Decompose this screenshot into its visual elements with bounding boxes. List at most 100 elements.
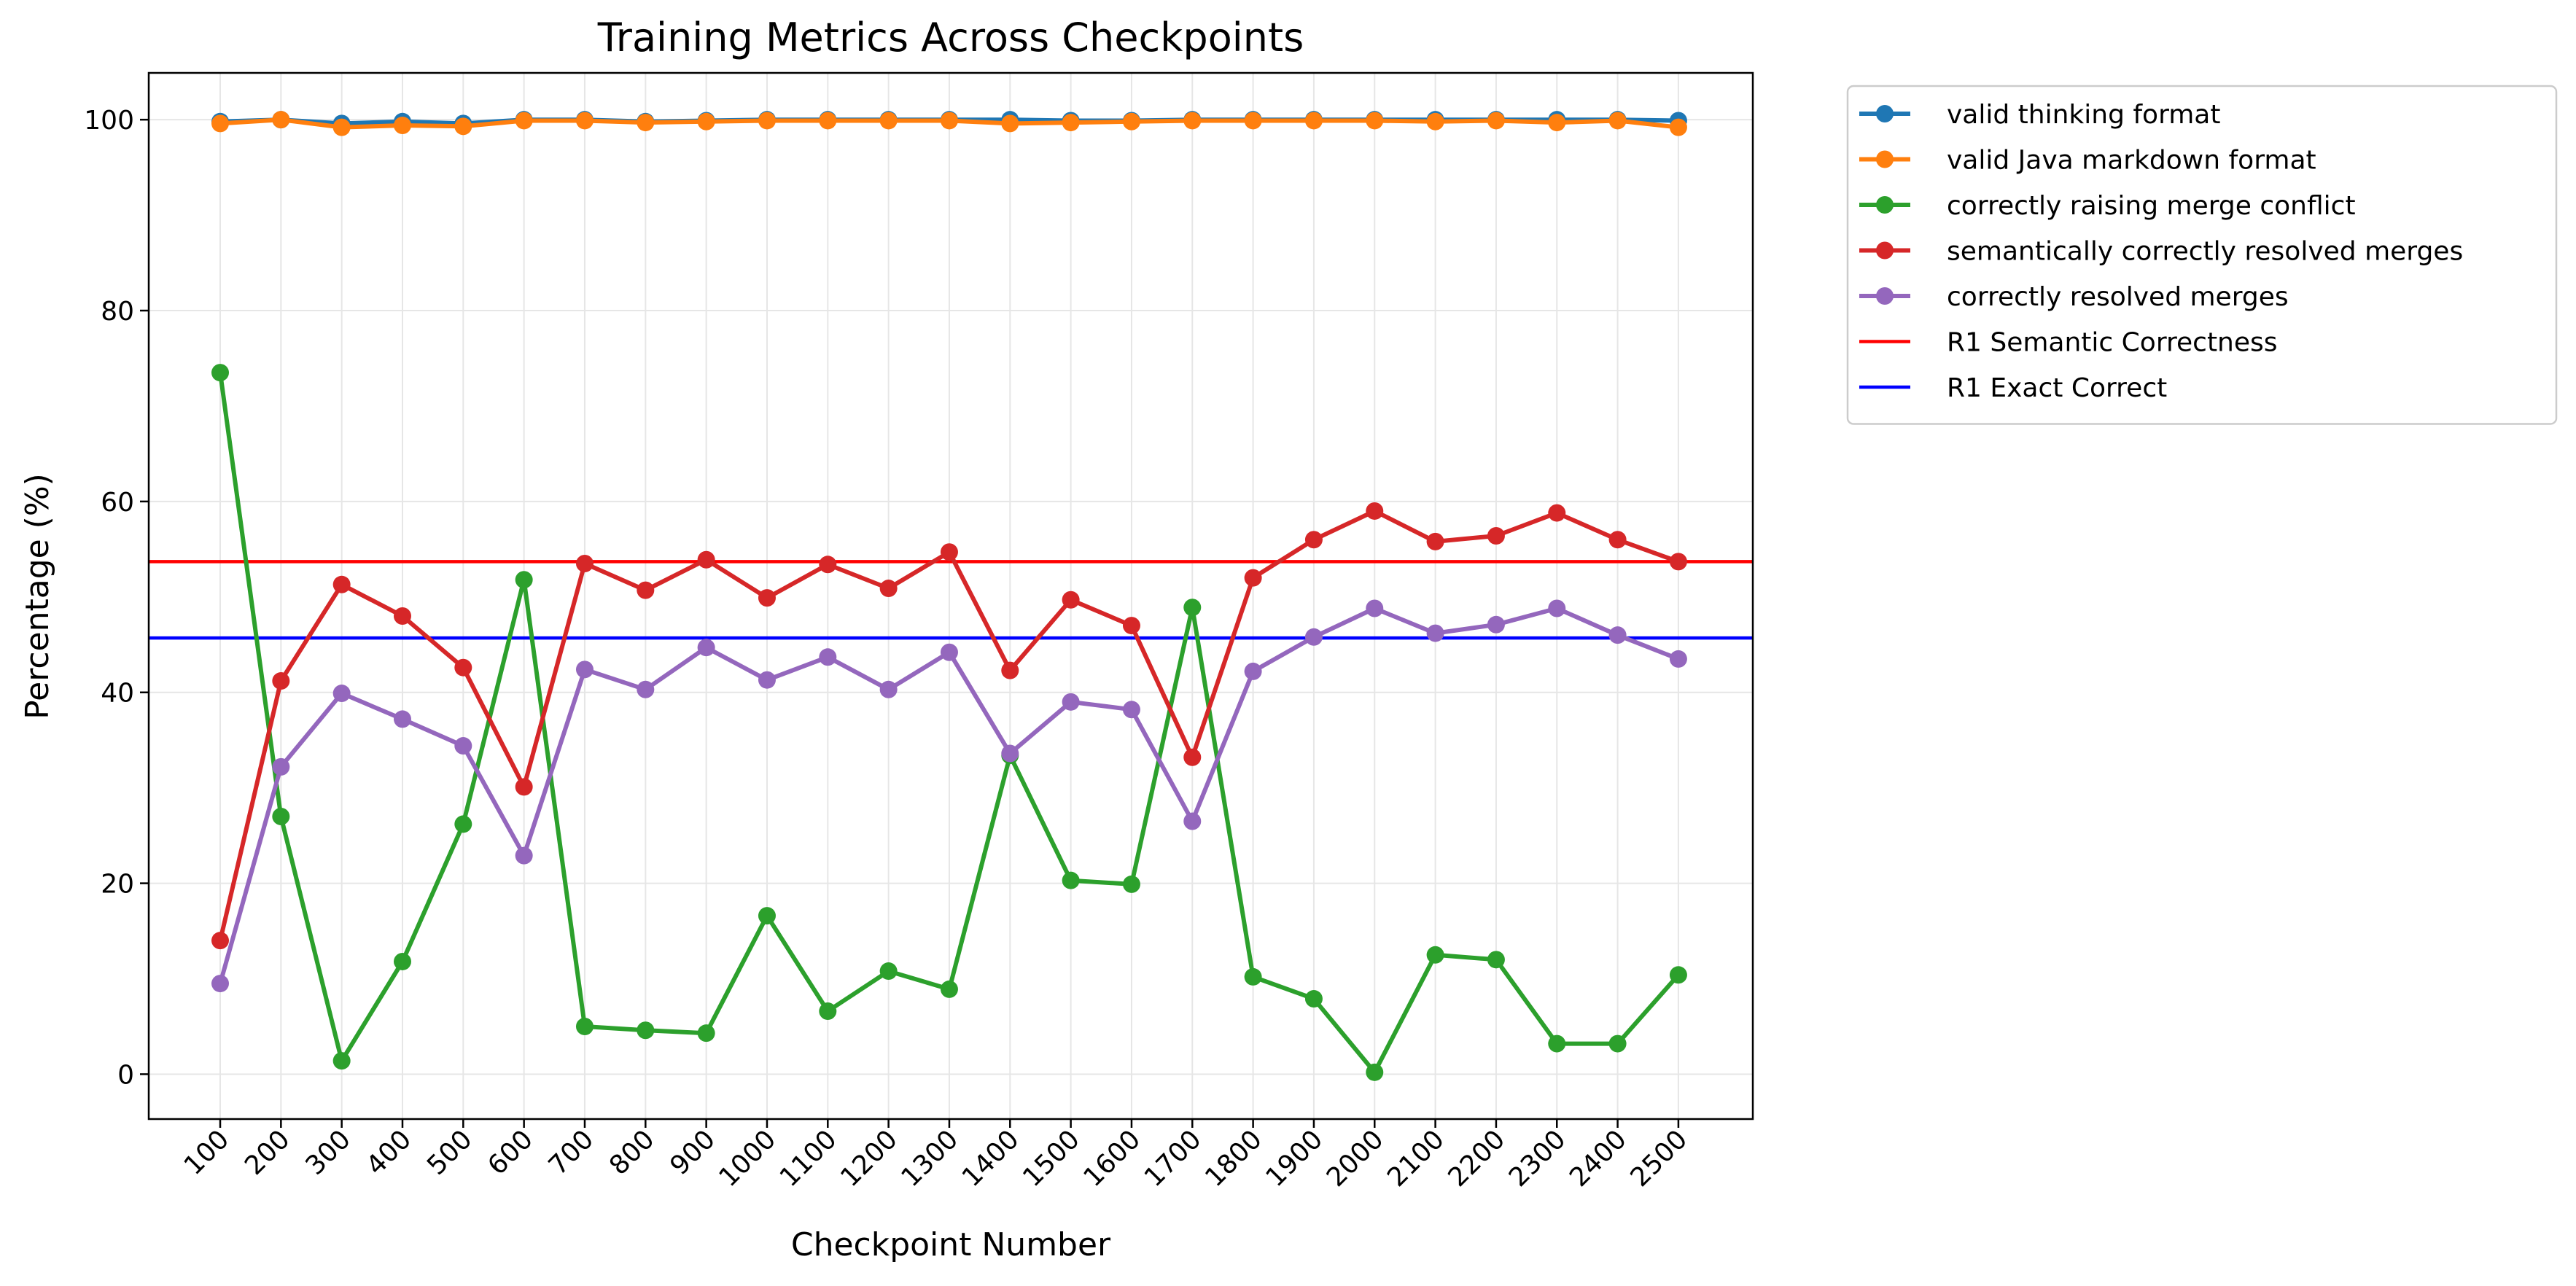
data-point — [1062, 693, 1080, 711]
series-group — [211, 502, 1687, 950]
data-point — [1608, 531, 1627, 549]
data-point — [515, 112, 533, 130]
data-point — [1426, 624, 1444, 642]
data-point — [1183, 599, 1202, 617]
data-point — [272, 807, 290, 825]
legend-label: R1 Exact Correct — [1947, 373, 2167, 403]
data-point — [1608, 1034, 1627, 1053]
data-point — [575, 554, 594, 572]
data-point — [879, 962, 898, 981]
data-point — [1304, 990, 1323, 1008]
data-point — [1001, 661, 1019, 679]
data-point — [819, 112, 837, 130]
data-point — [1062, 114, 1080, 132]
data-point — [940, 112, 958, 130]
data-point — [1062, 591, 1080, 609]
data-point — [1304, 531, 1323, 549]
legend: valid thinking format valid Java markdown… — [1846, 85, 2558, 425]
series-group — [211, 599, 1687, 993]
data-point — [637, 680, 655, 698]
data-point — [697, 112, 715, 130]
data-point — [1366, 599, 1384, 617]
grid-lines — [149, 73, 1753, 1119]
data-point — [1304, 112, 1323, 130]
data-point — [211, 975, 229, 993]
data-point — [1426, 112, 1444, 130]
data-point — [1548, 1034, 1566, 1053]
y-tick-label: 80 — [101, 297, 134, 327]
legend-marker — [1876, 287, 1894, 305]
data-point — [1366, 112, 1384, 130]
data-point — [1244, 569, 1262, 587]
legend-item: valid thinking format — [1859, 100, 2221, 130]
data-point — [575, 112, 594, 130]
legend-item: valid Java markdown format — [1859, 146, 2316, 176]
legend-marker — [1876, 105, 1894, 122]
data-point — [272, 672, 290, 690]
data-point — [575, 660, 594, 679]
data-point — [819, 1002, 837, 1021]
data-point — [1244, 112, 1262, 130]
data-point — [332, 118, 351, 136]
legend-item: correctly raising merge conflict — [1859, 191, 2356, 221]
data-point — [1366, 1063, 1384, 1081]
data-point — [272, 757, 290, 776]
data-point — [1304, 628, 1323, 646]
data-point — [515, 571, 533, 589]
legend-label: semantically correctly resolved merges — [1947, 237, 2463, 267]
legend-label: valid thinking format — [1947, 100, 2221, 130]
data-point — [1548, 504, 1566, 522]
legend-item: correctly resolved merges — [1859, 282, 2289, 312]
x-axis-title: Checkpoint Number — [791, 1226, 1111, 1263]
data-point — [758, 112, 776, 130]
data-point — [1062, 871, 1080, 889]
data-point — [1122, 701, 1140, 719]
legend-marker — [1876, 196, 1894, 214]
legend-item: R1 Semantic Correctness — [1859, 328, 2278, 358]
series-layer — [211, 111, 1687, 1081]
legend-box — [1846, 85, 2558, 425]
data-point — [1608, 112, 1627, 130]
data-point — [393, 117, 411, 135]
series-group — [211, 364, 1687, 1081]
data-point — [211, 932, 229, 950]
chart-title: Training Metrics Across Checkpoints — [597, 15, 1304, 61]
legend-marker — [1876, 150, 1894, 168]
data-point — [1669, 553, 1687, 571]
y-tick-label: 100 — [84, 106, 134, 136]
data-point — [515, 846, 533, 865]
data-point — [393, 952, 411, 970]
data-point — [758, 907, 776, 925]
data-point — [1487, 112, 1505, 130]
data-point — [575, 1017, 594, 1035]
legend-item: semantically correctly resolved merges — [1859, 237, 2463, 267]
data-point — [393, 710, 411, 728]
data-point — [940, 543, 958, 561]
data-point — [1426, 532, 1444, 550]
series-group — [211, 111, 1687, 136]
y-axis-title: Percentage (%) — [19, 473, 56, 720]
legend-label: R1 Semantic Correctness — [1947, 328, 2278, 358]
data-point — [1122, 875, 1140, 893]
data-point — [272, 111, 290, 129]
data-point — [879, 112, 898, 130]
data-point — [697, 550, 715, 569]
data-point — [211, 114, 229, 133]
data-point — [819, 556, 837, 574]
legend-label: valid Java markdown format — [1947, 146, 2316, 176]
data-point — [393, 607, 411, 625]
data-point — [332, 685, 351, 703]
data-point — [637, 114, 655, 132]
data-point — [758, 589, 776, 607]
data-point — [1122, 617, 1140, 635]
reference-lines — [149, 560, 1753, 640]
data-point — [1487, 951, 1505, 969]
data-point — [819, 648, 837, 666]
data-point — [1669, 966, 1687, 984]
data-point — [1183, 112, 1202, 130]
data-point — [1366, 502, 1384, 520]
data-point — [1487, 615, 1505, 634]
data-point — [879, 680, 898, 698]
data-point — [1122, 112, 1140, 130]
